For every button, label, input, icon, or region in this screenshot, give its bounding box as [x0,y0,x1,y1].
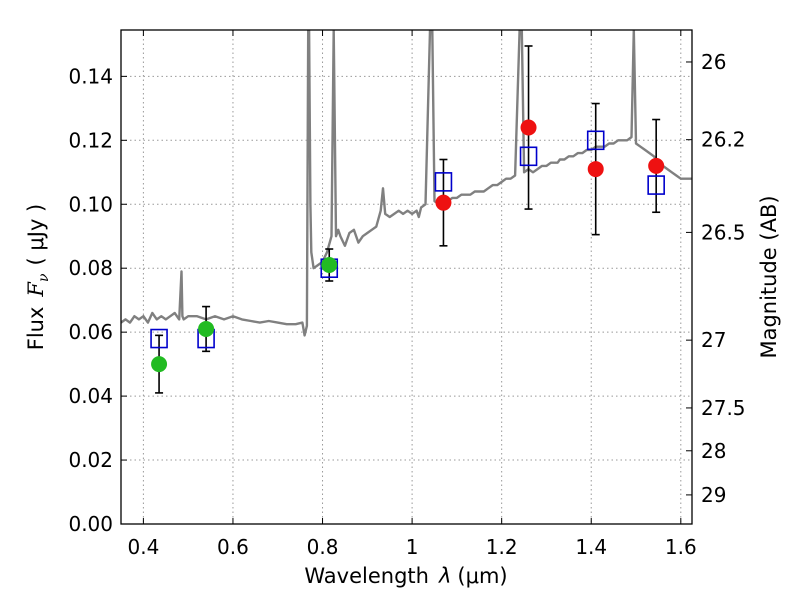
model-square-marker [150,328,168,349]
x-axis-label-unit: (μm) [457,564,507,588]
x-tick-label: 0.8 [307,535,339,559]
observed-point [198,320,215,337]
y-tick-label: 0.04 [68,384,113,408]
x-axis-label-text: Wavelength [304,564,429,588]
y-tick-label: 0.00 [68,512,113,536]
y2-tick-label: 26.5 [701,220,746,244]
model-square-marker [586,130,605,151]
model-square-marker [434,172,453,192]
model-square-marker [519,146,538,167]
model-square-marker [647,175,665,195]
template-spectrum [121,30,692,337]
y-tick-label: 0.10 [68,192,113,216]
template-spectrum-line [121,30,692,337]
y-tick-label: 0.02 [68,448,113,472]
y2-axis-label: Magnitude (AB) [757,195,781,358]
y2-tick-label: 27.5 [701,396,746,420]
x-tick-label: 0.4 [127,535,159,559]
x-tick-label: 1.6 [665,535,697,559]
observed-point [648,157,665,174]
plot-frame [120,29,693,525]
x-tick-label: 1.2 [486,535,518,559]
observed-point [587,161,604,178]
x-axis-label: Wavelength λ (μm) [304,564,507,588]
y-tick-label: 0.06 [68,320,113,344]
y-axis-label-subscript: ν [36,273,52,282]
observed-point [321,257,338,274]
y-tick-label: 0.12 [68,128,113,152]
y-axis-label: Flux Fν ( μJy ) [24,204,52,350]
y2-tick-label: 27 [701,328,726,352]
error-bars [155,45,661,394]
y-tick-label: 0.08 [68,256,113,280]
observed-point [520,119,537,136]
y2-tick-label: 29 [701,483,726,507]
y2-tick-label: 26.2 [701,128,746,152]
y-axis-label-text: Flux [24,307,48,351]
x-axis-label-symbol: λ [438,564,451,588]
y2-tick-label: 28 [701,439,726,463]
x-tick-label: 0.6 [217,535,249,559]
y-tick-label: 0.14 [68,64,113,88]
y-axis-label-unit: ( μJy ) [24,204,48,266]
grid-lines [121,30,692,525]
y-axis-label-symbol: F [24,281,48,298]
axis-ticks: 0.4 0.6 0.8 1 1.2 1.4 1.6 0.00 0.02 0.04 0.06 0.08 0… [68,30,746,559]
model-points [150,130,665,349]
y2-tick-label: 26 [701,50,726,74]
x-tick-label: 1.4 [575,535,607,559]
observed-points [151,119,665,373]
observed-point [435,194,452,211]
x-tick-label: 1 [406,535,419,559]
observed-point [151,356,168,373]
